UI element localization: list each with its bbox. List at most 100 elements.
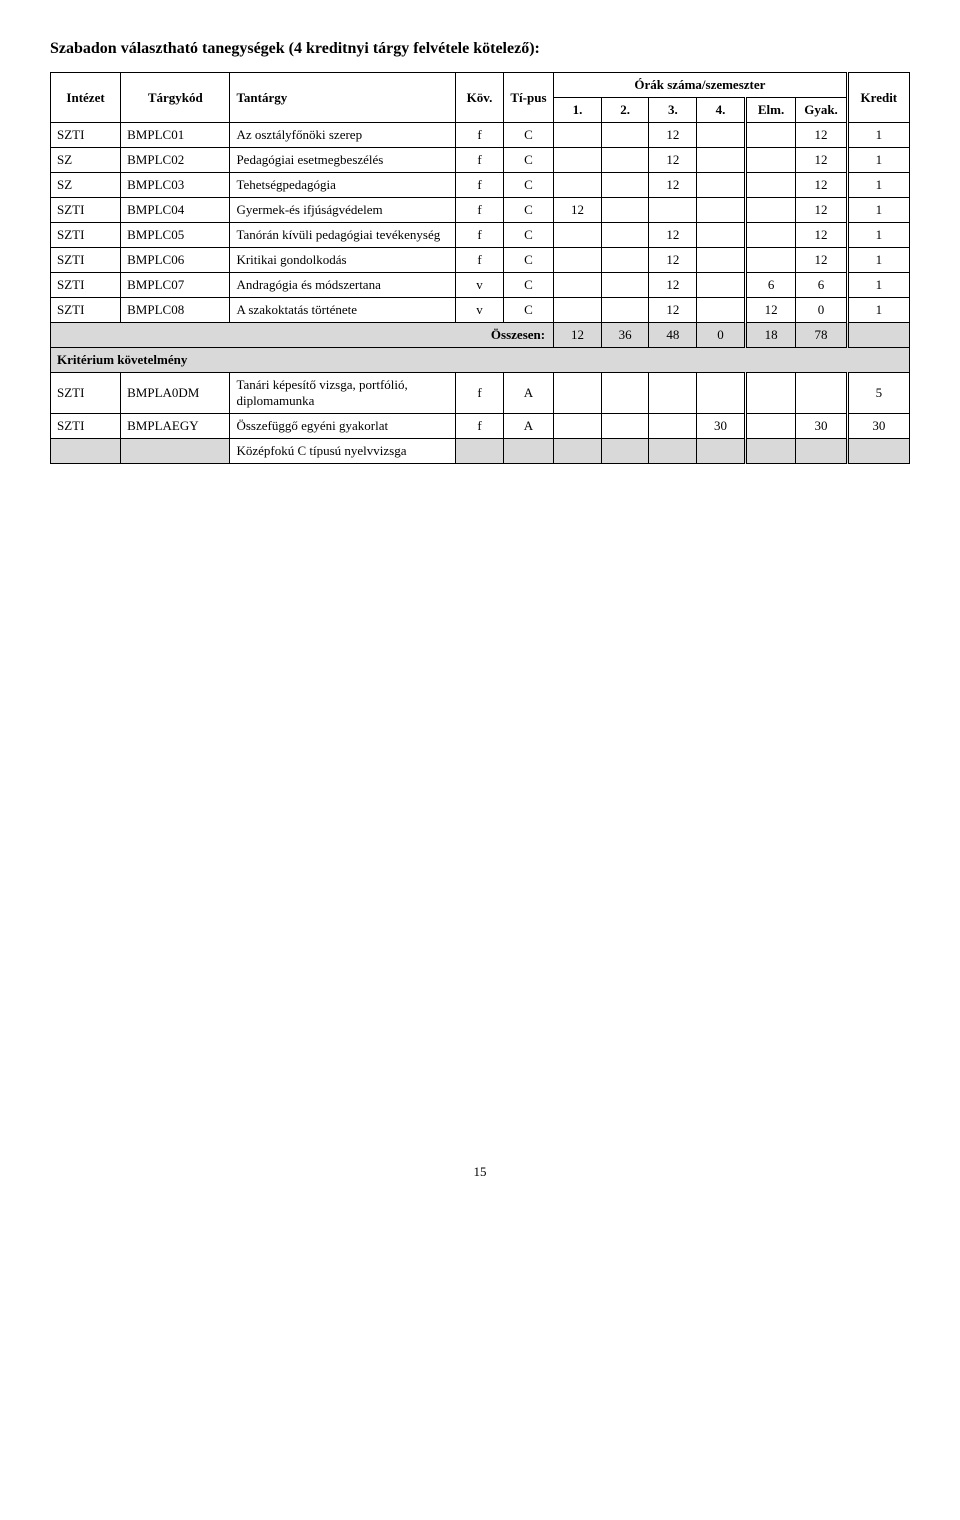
th-c1: 1. bbox=[554, 98, 602, 123]
cell: 12 bbox=[796, 173, 847, 198]
cell bbox=[796, 373, 847, 414]
cell: SZTI bbox=[51, 248, 121, 273]
cell bbox=[697, 248, 746, 273]
cell bbox=[601, 414, 649, 439]
cell: 12 bbox=[796, 198, 847, 223]
summary-c1: 12 bbox=[554, 323, 602, 348]
cell bbox=[745, 248, 795, 273]
cell bbox=[554, 248, 602, 273]
cell: SZTI bbox=[51, 414, 121, 439]
summary-c3: 48 bbox=[649, 323, 697, 348]
cell: Pedagógiai esetmegbeszélés bbox=[230, 148, 456, 173]
cell: v bbox=[456, 273, 504, 298]
cell bbox=[745, 414, 795, 439]
cell: C bbox=[503, 173, 553, 198]
cell: Kritikai gondolkodás bbox=[230, 248, 456, 273]
cell bbox=[601, 173, 649, 198]
cell: SZ bbox=[51, 148, 121, 173]
th-elm: Elm. bbox=[745, 98, 795, 123]
table-row: SZBMPLC02Pedagógiai esetmegbeszélésfC121… bbox=[51, 148, 910, 173]
cell: Középfokú C típusú nyelvvizsga bbox=[230, 439, 456, 464]
cell bbox=[554, 414, 602, 439]
cell: SZTI bbox=[51, 373, 121, 414]
th-kov: Köv. bbox=[456, 73, 504, 123]
cell bbox=[649, 373, 697, 414]
cell bbox=[601, 439, 649, 464]
table-row: SZTIBMPLAEGYÖsszefüggő egyéni gyakorlatf… bbox=[51, 414, 910, 439]
table-row: SZTIBMPLC01Az osztályfőnöki szerepfC1212… bbox=[51, 123, 910, 148]
cell: A bbox=[503, 414, 553, 439]
cell: 12 bbox=[649, 123, 697, 148]
cell bbox=[601, 148, 649, 173]
table-row: Középfokú C típusú nyelvvizsga bbox=[51, 439, 910, 464]
cell bbox=[697, 298, 746, 323]
summary-c2: 36 bbox=[601, 323, 649, 348]
cell: 12 bbox=[649, 173, 697, 198]
cell bbox=[796, 439, 847, 464]
cell bbox=[697, 223, 746, 248]
cell: C bbox=[503, 273, 553, 298]
cell: 30 bbox=[796, 414, 847, 439]
th-c4: 4. bbox=[697, 98, 746, 123]
cell: 5 bbox=[847, 373, 909, 414]
cell: C bbox=[503, 248, 553, 273]
cell: 1 bbox=[847, 248, 909, 273]
cell bbox=[554, 148, 602, 173]
cell bbox=[697, 273, 746, 298]
cell: 1 bbox=[847, 173, 909, 198]
cell bbox=[503, 439, 553, 464]
cell: BMPLA0DM bbox=[121, 373, 230, 414]
summary-elm: 18 bbox=[745, 323, 795, 348]
cell: SZTI bbox=[51, 198, 121, 223]
cell: BMPLC01 bbox=[121, 123, 230, 148]
cell bbox=[649, 439, 697, 464]
page-title: Szabadon választható tanegységek (4 kred… bbox=[50, 40, 910, 58]
cell: 1 bbox=[847, 223, 909, 248]
cell bbox=[697, 439, 746, 464]
cell: BMPLC02 bbox=[121, 148, 230, 173]
table-row: SZTIBMPLC04Gyermek-és ifjúságvédelemfC12… bbox=[51, 198, 910, 223]
cell: Tanári képesítő vizsga, portfólió, diplo… bbox=[230, 373, 456, 414]
cell bbox=[601, 123, 649, 148]
cell: Tehetségpedagógia bbox=[230, 173, 456, 198]
cell: 1 bbox=[847, 123, 909, 148]
th-targykod: Tárgykód bbox=[121, 73, 230, 123]
th-orak: Órák száma/szemeszter bbox=[554, 73, 848, 98]
cell bbox=[554, 273, 602, 298]
cell bbox=[601, 273, 649, 298]
summary-kredit bbox=[847, 323, 909, 348]
th-intezet: Intézet bbox=[51, 73, 121, 123]
cell: BMPLC08 bbox=[121, 298, 230, 323]
cell: A szakoktatás története bbox=[230, 298, 456, 323]
cell: BMPLC03 bbox=[121, 173, 230, 198]
cell bbox=[745, 123, 795, 148]
cell: SZTI bbox=[51, 273, 121, 298]
cell bbox=[745, 198, 795, 223]
cell: A bbox=[503, 373, 553, 414]
cell: f bbox=[456, 373, 504, 414]
cell bbox=[697, 123, 746, 148]
cell bbox=[697, 198, 746, 223]
cell: f bbox=[456, 148, 504, 173]
summary-row: Összesen: 12 36 48 0 18 78 bbox=[51, 323, 910, 348]
page-number: 15 bbox=[50, 1164, 910, 1180]
th-c2: 2. bbox=[601, 98, 649, 123]
cell: C bbox=[503, 123, 553, 148]
cell: 30 bbox=[697, 414, 746, 439]
cell: Tanórán kívüli pedagógiai tevékenység bbox=[230, 223, 456, 248]
kriterium-row: Kritérium követelmény bbox=[51, 348, 910, 373]
cell: C bbox=[503, 148, 553, 173]
cell bbox=[601, 298, 649, 323]
kriterium-label: Kritérium követelmény bbox=[51, 348, 910, 373]
cell: C bbox=[503, 298, 553, 323]
cell: 6 bbox=[796, 273, 847, 298]
table-row: SZTIBMPLC08A szakoktatás történetevC1212… bbox=[51, 298, 910, 323]
cell: C bbox=[503, 198, 553, 223]
cell bbox=[745, 173, 795, 198]
cell bbox=[847, 439, 909, 464]
table-row: SZTIBMPLA0DMTanári képesítő vizsga, port… bbox=[51, 373, 910, 414]
cell: 1 bbox=[847, 148, 909, 173]
cell: f bbox=[456, 248, 504, 273]
cell: f bbox=[456, 414, 504, 439]
th-gyak: Gyak. bbox=[796, 98, 847, 123]
